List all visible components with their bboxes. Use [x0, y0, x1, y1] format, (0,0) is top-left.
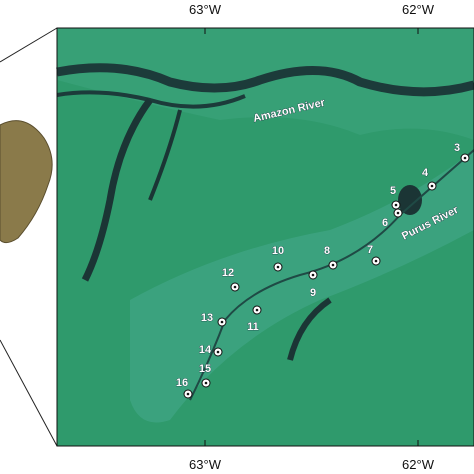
site-marker-dot	[255, 308, 259, 312]
top-tick-label: 62°W	[402, 2, 435, 17]
site-marker-dot	[233, 285, 237, 289]
bottom-tick-label: 63°W	[189, 457, 222, 472]
site-label: 7	[367, 244, 373, 256]
site-marker-dot	[186, 392, 190, 396]
purus-river	[189, 149, 474, 401]
site-marker-dot	[331, 263, 335, 267]
site-marker-dot	[216, 350, 220, 354]
site-marker-dot	[394, 203, 398, 207]
site-marker-dot	[311, 273, 315, 277]
site-label: 6	[382, 217, 388, 229]
site-marker-dot	[220, 320, 224, 324]
site-label: 14	[199, 344, 212, 356]
top-tick-label: 63°W	[189, 2, 222, 17]
zoom-line	[0, 27, 58, 63]
site-label: 8	[324, 245, 330, 257]
site-marker-dot	[374, 259, 378, 263]
site-label: 15	[199, 363, 211, 375]
site-label: 10	[272, 245, 284, 257]
site-marker-dot	[276, 265, 280, 269]
site-label: 5	[390, 185, 396, 197]
site-marker-dot	[463, 156, 467, 160]
lake	[287, 297, 332, 361]
lake	[398, 185, 422, 215]
site-marker-dot	[396, 211, 400, 215]
site-label: 11	[247, 321, 259, 333]
site-label: 12	[222, 267, 234, 279]
site-marker-dot	[204, 381, 208, 385]
site-label: 9	[310, 287, 316, 299]
site-label: 3	[454, 142, 460, 154]
floodplain	[57, 28, 474, 140]
map-frame	[56, 27, 474, 447]
amazon-river	[56, 63, 474, 97]
continent-inset	[0, 120, 53, 244]
bottom-tick-label: 62°W	[402, 457, 435, 472]
site-label: 16	[176, 377, 188, 389]
lake	[81, 97, 153, 282]
lake	[148, 109, 182, 201]
site-label: 4	[422, 167, 429, 179]
zoom-line	[0, 339, 58, 447]
site-marker-dot	[430, 184, 434, 188]
site-label: 13	[201, 312, 213, 324]
